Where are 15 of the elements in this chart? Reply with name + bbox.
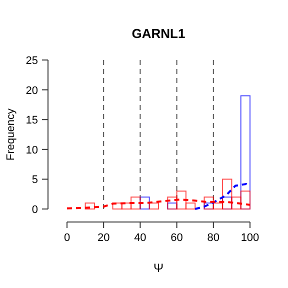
y-tick-label: 25 — [26, 55, 38, 67]
chart-title: GARNL1 — [132, 26, 186, 41]
x-tick-label: 40 — [134, 232, 146, 244]
x-tick-label: 100 — [240, 232, 260, 244]
x-tick-label: 80 — [207, 232, 220, 244]
y-axis-title: Frequency — [5, 108, 17, 160]
x-tick-label: 0 — [64, 232, 70, 244]
y-tick-label: 10 — [26, 144, 38, 156]
y-tick-label: 20 — [26, 84, 38, 97]
y-tick-label: 5 — [32, 174, 38, 186]
y-tick-label: 0 — [32, 204, 38, 216]
x-axis-title: Ψ — [153, 261, 164, 275]
x-tick-label: 20 — [97, 232, 110, 244]
y-tick-label: 15 — [26, 114, 38, 127]
x-tick-label: 60 — [170, 232, 183, 244]
